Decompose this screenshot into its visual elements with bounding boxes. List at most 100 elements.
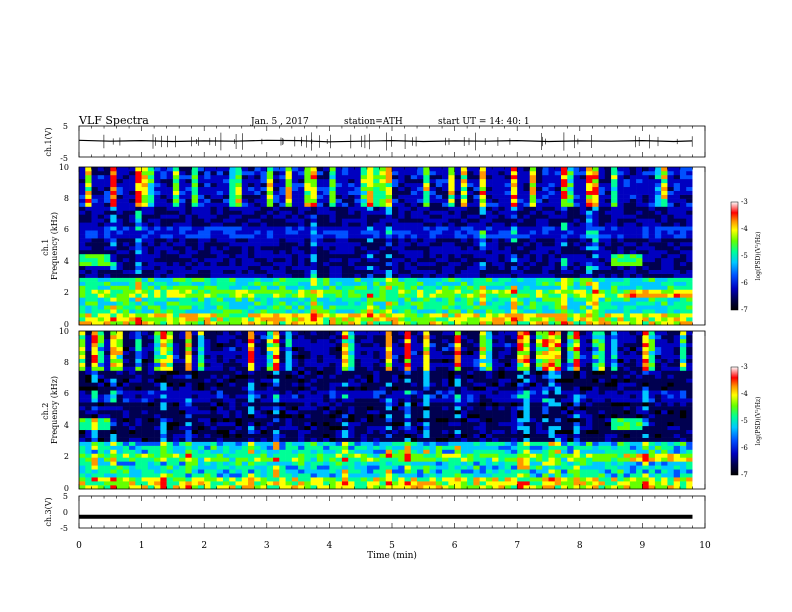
spectrogram-cell	[91, 273, 99, 278]
spectrogram-cell	[654, 170, 662, 176]
spectrogram-cell	[141, 413, 149, 419]
spectrogram-cell	[492, 261, 499, 267]
spectrogram-cell	[135, 433, 142, 438]
spectrogram-cell	[542, 167, 549, 172]
spectrogram-cell	[110, 433, 117, 438]
spectrogram-cell	[122, 366, 130, 371]
spectrogram-cell	[191, 331, 199, 336]
spectrogram-cell	[404, 210, 412, 215]
spectrogram-cell	[197, 257, 205, 263]
spectrogram-cell	[686, 178, 693, 184]
spectrogram-cell	[366, 190, 374, 195]
spectrogram-cell	[141, 202, 149, 207]
spectrogram-cell	[517, 238, 524, 243]
spectrogram-cell	[260, 297, 268, 302]
spectrogram-cell	[611, 321, 618, 326]
spectrogram-cell	[310, 257, 318, 263]
spectrogram-cell	[417, 194, 424, 199]
spectrogram-cell	[504, 305, 512, 310]
spectrogram-cell	[661, 305, 668, 310]
spectrogram-cell	[504, 293, 512, 298]
spectrogram-cell	[341, 301, 349, 306]
spectrogram-cell	[179, 194, 186, 199]
spectrogram-cell	[85, 321, 92, 326]
spectrogram-cell	[172, 214, 180, 219]
spectrogram-cell	[241, 289, 249, 294]
spectrogram-cell	[104, 350, 111, 355]
spectrogram-cell	[561, 269, 568, 274]
spectrogram-cell	[354, 253, 361, 259]
spectrogram-cell	[448, 178, 455, 184]
spectrogram-cell	[417, 214, 424, 219]
spectrogram-cell	[147, 301, 155, 306]
spectrogram-cell	[122, 281, 130, 286]
spectrogram-cell	[623, 174, 631, 180]
spectrogram-cell	[373, 222, 380, 227]
spectrogram-cell	[179, 261, 186, 267]
spectrogram-cell	[248, 218, 255, 223]
spectrogram-cell	[554, 238, 562, 243]
spectrogram-cell	[110, 477, 117, 482]
spectrogram-cell	[529, 230, 537, 235]
spectrogram-cell	[617, 281, 624, 286]
spectrogram-cell	[385, 222, 393, 227]
spectrogram-cell	[110, 334, 117, 340]
spectrogram-cell	[79, 477, 86, 482]
spectrogram-cell	[686, 238, 693, 243]
spectrogram-cell	[160, 449, 167, 454]
spectrogram-cell	[154, 309, 161, 314]
spectrogram-cell	[248, 289, 255, 294]
spectrogram-cell	[129, 410, 136, 415]
spectrogram-cell	[129, 449, 136, 454]
spectrogram-cell	[498, 269, 505, 274]
spectrogram-cell	[366, 242, 374, 247]
spectrogram-cell	[329, 261, 336, 267]
spectrogram-cell	[110, 277, 117, 282]
spectrogram-cell	[97, 210, 105, 215]
spectrogram-cell	[498, 182, 505, 188]
spectrogram-cell	[316, 238, 324, 243]
spectrogram-cell	[417, 293, 424, 298]
spectrogram-cell	[210, 321, 218, 326]
spectrogram-cell	[654, 190, 662, 195]
spectrogram-cell	[310, 206, 318, 211]
spectrogram-cell	[160, 265, 167, 270]
spectrogram-cell	[517, 194, 524, 199]
spectrogram-cell	[110, 257, 117, 263]
spectrogram-cell	[179, 182, 186, 188]
spectrogram-cell	[129, 445, 136, 450]
spectrogram-cell	[385, 214, 393, 219]
spectrogram-cell	[260, 289, 268, 294]
spectrogram-cell	[673, 167, 681, 172]
spectrogram-cell	[467, 313, 474, 318]
spectrogram-cell	[185, 398, 192, 403]
spectrogram-cell	[216, 301, 224, 306]
spectrogram-cell	[254, 293, 261, 298]
spectrogram-cell	[366, 297, 374, 302]
spectrogram-cell	[523, 218, 531, 223]
spectrogram-cell	[172, 370, 180, 375]
spectrogram-cell	[229, 281, 236, 286]
spectrogram-cell	[91, 234, 99, 239]
spectrogram-cell	[429, 293, 437, 298]
spectrogram-cell	[191, 350, 199, 355]
spectrogram-cell	[97, 346, 105, 352]
spectrogram-cell	[366, 321, 374, 326]
spectrogram-cell	[598, 234, 606, 239]
spectrogram-cell	[91, 238, 99, 243]
spectrogram-cell	[172, 406, 180, 411]
spectrogram-cell	[185, 277, 192, 282]
spectrogram-cell	[410, 198, 418, 203]
spectrogram-cell	[185, 234, 192, 239]
spectrogram-cell	[554, 167, 562, 172]
spectrogram-cell	[329, 226, 336, 231]
spectrogram-cell	[366, 269, 374, 274]
spectrogram-cell	[373, 198, 380, 203]
spectrogram-cell	[191, 238, 199, 243]
spectrogram-cell	[298, 265, 305, 270]
spectrogram-cell	[91, 358, 99, 363]
spectrogram-cell	[216, 234, 224, 239]
spectrogram-cell	[116, 346, 124, 352]
spectrogram-cell	[285, 226, 293, 231]
spectrogram-cell	[535, 297, 543, 302]
